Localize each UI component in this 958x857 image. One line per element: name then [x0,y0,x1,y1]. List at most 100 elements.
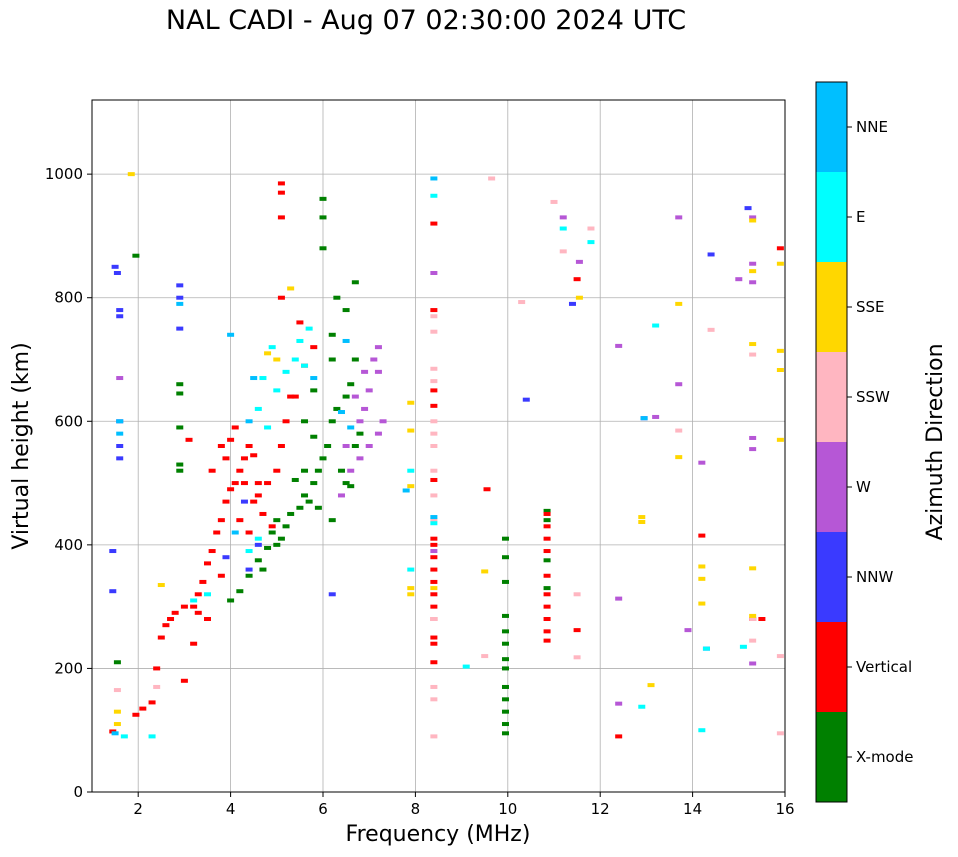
data-point-x-mode [319,456,327,461]
data-point-vertical [264,481,272,486]
data-point-nne [347,425,355,430]
data-point-x-mode [176,391,184,396]
data-point-vertical [543,604,551,609]
data-point-w [361,406,369,411]
data-point-vertical [185,437,193,442]
data-point-e [273,388,281,393]
colorbar-swatch-e [816,172,847,262]
data-point-vertical [139,706,147,711]
data-point-w [675,215,683,220]
data-point-vertical [543,524,551,529]
data-point-vertical [245,530,253,535]
data-point-vertical [236,518,244,523]
data-point-sse [264,351,272,356]
data-point-ssw [113,688,121,693]
data-point-sse [749,218,757,223]
data-point-x-mode [351,444,359,448]
data-point-w [749,435,757,440]
data-point-e [407,567,415,572]
data-point-x-mode [305,499,313,504]
data-point-vertical [758,617,766,621]
x-tick-label: 16 [775,800,794,818]
data-point-sse [407,400,415,405]
data-point-vertical [291,394,299,399]
data-point-x-mode [501,666,509,671]
colorbar-label: NNW [856,568,893,586]
data-point-vertical [543,592,551,597]
data-point-x-mode [501,536,509,541]
data-point-e [430,521,438,526]
data-point-x-mode [301,468,309,473]
data-point-vertical [217,444,225,448]
data-point-x-mode [254,558,262,563]
data-point-vertical [162,623,170,628]
data-point-x-mode [310,388,318,393]
data-point-nne [227,332,235,337]
data-point-x-mode [319,215,327,220]
colorbar-label: X-mode [856,748,913,766]
data-point-x-mode [287,511,295,516]
colorbar-swatch-nnw [816,532,847,622]
data-point-x-mode [501,657,509,662]
data-point-vertical [231,425,239,430]
data-point-vertical [236,468,244,473]
data-point-x-mode [176,425,184,430]
data-point-e [739,644,747,649]
colorbar-swatch-nne [816,82,847,172]
data-point-vertical [250,499,258,504]
data-point-e [587,240,595,245]
data-point-sse [287,286,295,291]
data-point-nnw [707,252,715,257]
data-point-e [259,376,267,381]
data-point-x-mode [543,508,551,513]
data-point-w [684,628,692,633]
data-point-ssw [153,684,161,689]
data-point-x-mode [314,505,322,510]
data-point-w [615,343,623,348]
data-point-e [254,536,262,541]
data-point-vertical [430,221,438,226]
plot-frame [91,99,786,793]
data-point-sse [675,455,683,460]
data-point-x-mode [501,722,509,727]
grid-lines [92,100,786,793]
data-point-nnw [176,326,184,331]
data-point-w [615,596,623,601]
data-point-x-mode [259,567,267,572]
data-point-vertical [199,579,207,584]
data-point-x-mode [333,406,341,411]
data-point-e [148,734,156,739]
y-tick-label: 400 [54,536,83,554]
data-point-nnw [116,308,124,313]
data-point-sse [749,342,757,347]
data-point-vertical [430,536,438,541]
data-point-vertical [543,549,551,554]
data-point-x-mode [501,709,509,714]
data-point-x-mode [301,493,309,498]
data-point-x-mode [310,434,318,439]
data-point-ssw [749,617,757,621]
data-point-x-mode [227,598,235,603]
data-point-vertical [153,666,161,671]
data-point-x-mode [347,484,355,489]
data-point-ssw [518,300,526,305]
data-point-e [462,664,470,669]
data-point-sse [407,428,415,433]
data-point-w [347,468,355,473]
data-point-vertical [217,518,225,523]
data-point-sse [407,586,415,591]
data-point-vertical [776,246,784,251]
data-point-sse [113,709,121,714]
data-point-w [374,431,382,436]
data-point-e [638,704,646,709]
data-point-w [749,447,757,452]
data-point-x-mode [328,518,336,523]
data-point-vertical [430,388,438,393]
data-marks [109,172,784,739]
data-point-vertical [430,579,438,584]
data-point-sse [481,569,489,574]
data-point-w [342,444,350,448]
data-point-ssw [430,444,438,448]
data-point-x-mode [351,280,359,285]
data-point-sse [749,613,757,618]
